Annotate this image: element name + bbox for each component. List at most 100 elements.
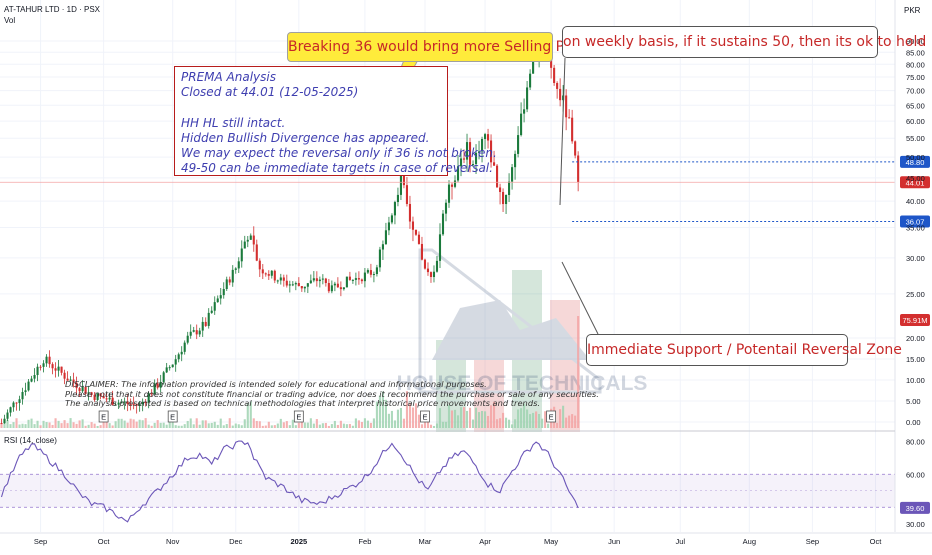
volume-bar xyxy=(234,423,237,428)
candle-body xyxy=(57,366,60,371)
price-tick-label: 45.00 xyxy=(906,174,925,183)
candle-body xyxy=(87,392,90,394)
volume-bar xyxy=(180,425,183,428)
candle-body xyxy=(517,135,520,154)
candle-body xyxy=(345,276,348,288)
volume-bar xyxy=(381,391,384,428)
candle-body xyxy=(496,165,499,188)
candle-body xyxy=(408,203,412,222)
price-tick-label: 40.00 xyxy=(906,197,925,206)
volume-bar xyxy=(90,422,93,428)
candle-body xyxy=(477,151,481,153)
volume-bar xyxy=(523,403,526,428)
volume-bar xyxy=(453,409,457,428)
support-zone-callout: Immediate Support / Potentail Reversal Z… xyxy=(586,334,902,366)
candle-body xyxy=(493,162,496,166)
candle-body xyxy=(441,213,445,235)
volume-bar xyxy=(285,421,288,428)
volume-bar xyxy=(60,423,63,428)
candle-body xyxy=(12,402,15,408)
candle-body xyxy=(27,381,30,391)
candle-body xyxy=(562,95,565,101)
candle-body xyxy=(51,364,54,369)
volume-bar xyxy=(309,418,312,428)
time-tick-label: 2025 xyxy=(290,537,307,546)
candle-body xyxy=(180,351,183,355)
candle-body xyxy=(225,279,228,289)
candle-body xyxy=(147,393,150,403)
candle-body xyxy=(360,279,363,282)
candle-body xyxy=(423,259,427,269)
candle-body xyxy=(15,402,18,404)
time-tick-label: Feb xyxy=(358,537,371,546)
candle-body xyxy=(459,158,463,167)
volume-bar xyxy=(384,399,387,428)
support-callout-pointer xyxy=(561,261,599,335)
candle-body xyxy=(123,401,126,403)
candle-body xyxy=(228,279,231,283)
candle-body xyxy=(282,277,285,281)
candle-body xyxy=(201,321,204,331)
volume-bar xyxy=(402,418,406,428)
volume-bar xyxy=(496,419,499,428)
volume-bar xyxy=(571,414,574,428)
candle-body xyxy=(99,393,102,397)
note-line: HH HL still intact. xyxy=(181,115,286,130)
volume-bar xyxy=(12,422,15,428)
candle-body xyxy=(153,383,156,395)
symbol-title: AT-TAHUR LTD · 1D · PSX xyxy=(4,5,101,14)
volume-bar xyxy=(219,418,222,428)
candle-body xyxy=(207,312,210,326)
candle-body xyxy=(420,243,424,260)
candle-body xyxy=(414,229,418,235)
volume-bar xyxy=(135,421,138,428)
candle-body xyxy=(297,283,300,287)
candle-body xyxy=(105,398,108,400)
volume-bar xyxy=(474,407,478,428)
volume-bar xyxy=(252,418,255,428)
candle-body xyxy=(6,412,9,419)
rsi-line xyxy=(0,440,579,523)
volume-bar xyxy=(201,420,204,428)
candle-body xyxy=(111,397,114,405)
candle-body xyxy=(474,152,478,165)
candle-body xyxy=(486,134,490,141)
volume-bar xyxy=(273,425,276,428)
candle-body xyxy=(417,234,421,244)
candle-body xyxy=(216,298,219,303)
volume-bar xyxy=(426,421,430,428)
volume-bar xyxy=(327,425,330,428)
candle-body xyxy=(339,287,342,290)
volume-bar xyxy=(459,407,463,428)
volume-bar xyxy=(324,422,327,428)
volume-bar xyxy=(378,395,381,428)
candle-body xyxy=(483,134,487,140)
disclaimer-line: DISCLAIMER: The information provided is … xyxy=(65,379,487,389)
volume-bar xyxy=(228,418,231,428)
volume-bar xyxy=(336,424,339,428)
volume-bar xyxy=(249,401,252,428)
candle-body xyxy=(505,195,508,205)
time-tick-label: May xyxy=(544,537,558,546)
price-tick-label: 65.00 xyxy=(906,101,925,110)
volume-bar xyxy=(405,391,409,428)
volume-bar xyxy=(420,424,424,428)
candle-body xyxy=(192,330,195,332)
price-tick-label: 80.00 xyxy=(906,60,925,69)
candle-body xyxy=(39,366,42,368)
volume-bar xyxy=(544,411,547,428)
price-tick-label: 30.00 xyxy=(906,254,925,263)
volume-value-label-bg xyxy=(900,314,930,326)
candle-body xyxy=(363,272,366,282)
price-tick-label: 5.00 xyxy=(906,397,921,406)
candle-body xyxy=(258,260,261,270)
volume-bar xyxy=(114,421,117,428)
candle-body xyxy=(565,95,568,118)
volume-bar xyxy=(568,415,571,428)
volume-bar xyxy=(435,423,439,428)
volume-bar xyxy=(207,423,210,428)
candle-body xyxy=(559,88,562,101)
